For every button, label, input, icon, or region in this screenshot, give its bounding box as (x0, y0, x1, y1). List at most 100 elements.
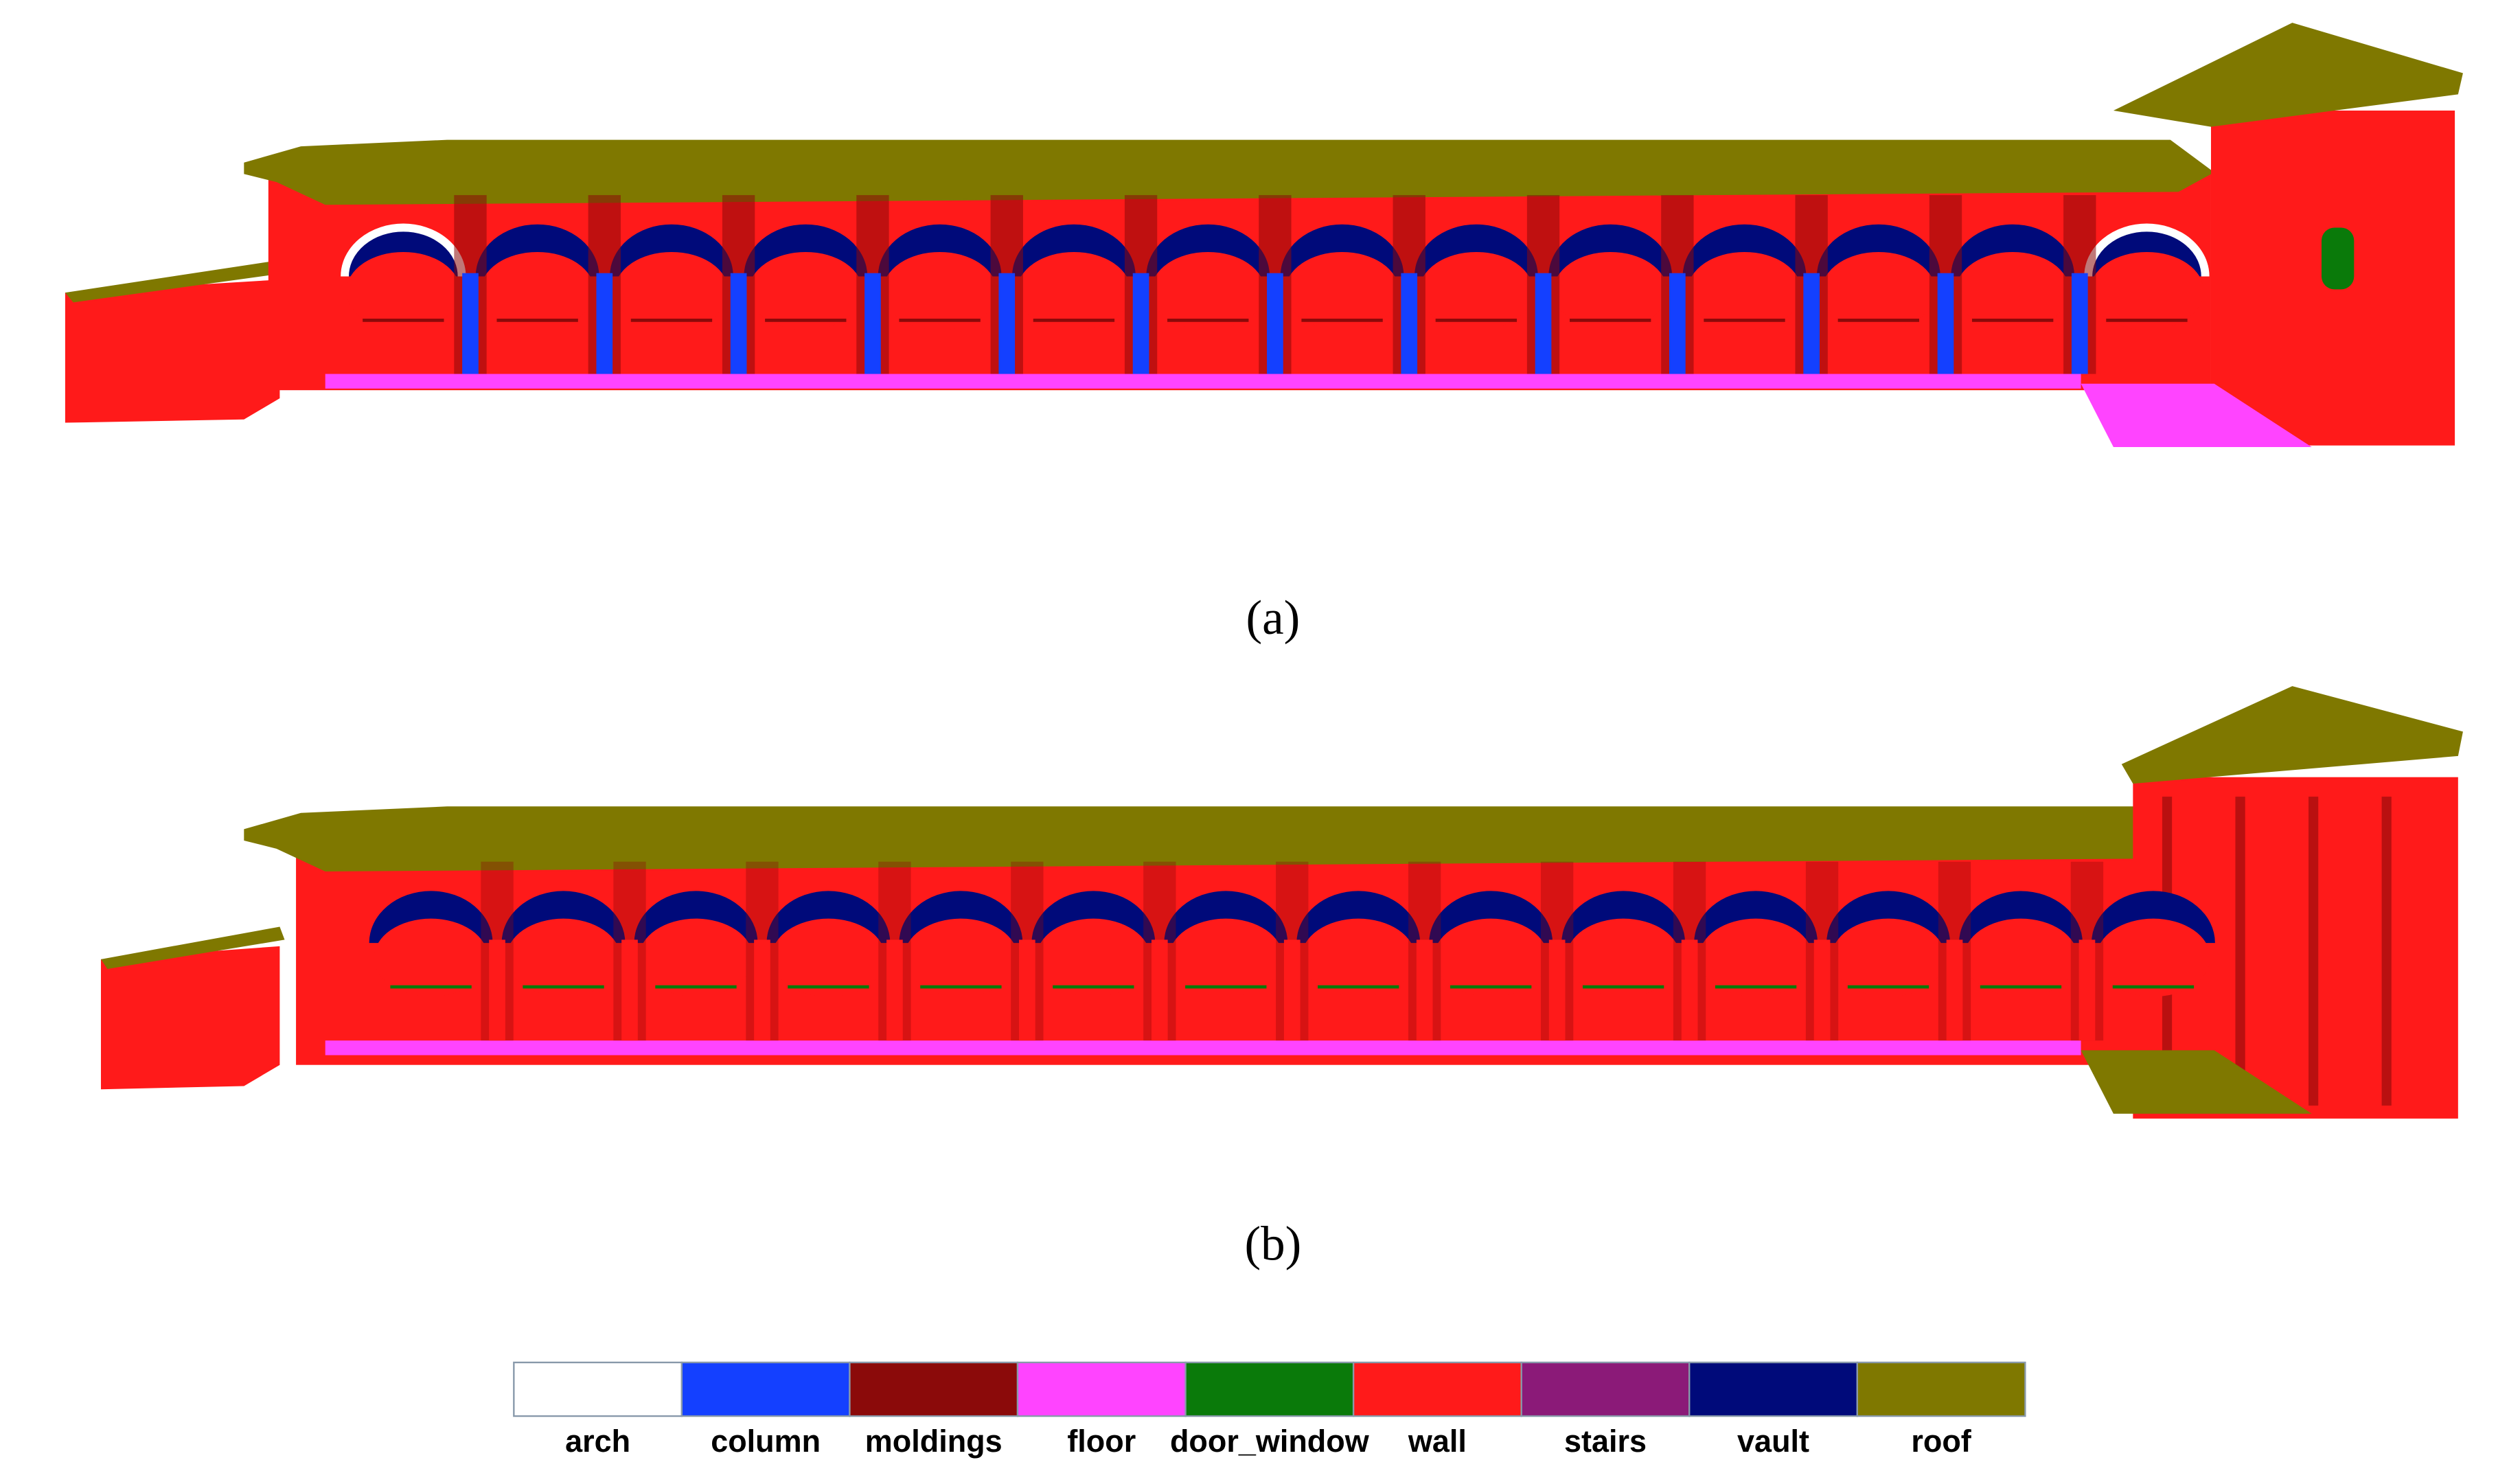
floor-strip (325, 374, 2081, 389)
molding-line (1582, 985, 1664, 989)
column (2071, 273, 2088, 374)
arch-opening (1036, 918, 1151, 997)
floor-strip (325, 1040, 2081, 1056)
column (489, 939, 505, 1041)
molding-line (1318, 985, 1399, 989)
legend: arch column moldings floor door_window wall st… (513, 1361, 2026, 1459)
arch-opening (480, 251, 595, 330)
molding-line (390, 985, 472, 989)
legend-swatch (1352, 1361, 1522, 1417)
legend-swatch (1856, 1361, 2026, 1417)
arch-opening (346, 251, 461, 330)
molding-line (1715, 985, 1797, 989)
legend-label: vault (1737, 1424, 1809, 1459)
legend-swatch (1520, 1361, 1691, 1417)
legend-label: wall (1408, 1424, 1467, 1459)
column (998, 273, 1016, 374)
molding-line (899, 319, 981, 322)
column (1132, 273, 1149, 374)
legend-label: floor (1067, 1424, 1136, 1459)
arch-opening (1017, 251, 1131, 330)
arch-opening (374, 918, 488, 997)
column (462, 273, 479, 374)
legend-label: stairs (1564, 1424, 1647, 1459)
molding-line (1435, 319, 1517, 322)
column (1669, 273, 1686, 374)
column (596, 273, 613, 374)
tower-roof (2113, 23, 2463, 127)
legend-swatch (513, 1361, 683, 1417)
legend-swatch (1016, 1361, 1187, 1417)
column (1267, 273, 1283, 374)
legend-swatch (849, 1361, 1019, 1417)
arch-opening (639, 918, 753, 997)
molding-line (1450, 985, 1532, 989)
arch-opening (1419, 251, 1533, 330)
molding-line (1185, 985, 1267, 989)
column (1681, 939, 1698, 1041)
arch-opening (2096, 918, 2210, 997)
column (1946, 939, 1963, 1041)
molding-line (1980, 985, 2062, 989)
molding-line (1570, 319, 1651, 322)
column (621, 939, 638, 1041)
panel-label: (a) (1246, 591, 1301, 645)
legend-label: moldings (865, 1424, 1003, 1459)
panel-label: (b) (1245, 1218, 1302, 1271)
molding-line (1847, 985, 1929, 989)
molding-line (1704, 319, 1785, 322)
tower-molding (2235, 797, 2245, 1106)
column (1803, 273, 1820, 374)
molding-line (1033, 319, 1115, 322)
column (1151, 939, 1168, 1041)
arch-opening (1831, 918, 1945, 997)
column (1813, 939, 1831, 1041)
wing-roof (65, 260, 285, 303)
column (2078, 939, 2096, 1041)
arch-opening (1566, 918, 1680, 997)
legend-label: arch (565, 1424, 630, 1459)
column (886, 939, 903, 1041)
molding-line (523, 985, 604, 989)
main-roof (244, 139, 2214, 205)
arch-opening (771, 918, 886, 997)
arch-opening (1553, 251, 1668, 330)
molding-line (630, 319, 713, 322)
arch-opening (882, 251, 997, 330)
column (1535, 273, 1552, 374)
legend-label: column (711, 1424, 821, 1459)
column (754, 939, 770, 1041)
arch-opening (748, 251, 863, 330)
molding-line (920, 985, 1002, 989)
arch-opening (615, 251, 729, 330)
molding-line (496, 319, 578, 322)
wing-wall (65, 280, 280, 423)
molding-line (1167, 319, 1249, 322)
molding-line (1837, 319, 1920, 322)
tower-door (2321, 227, 2355, 290)
wing-wall (100, 946, 280, 1090)
molding-line (1301, 319, 1383, 322)
arch-opening (1151, 251, 1265, 330)
arch-opening (1964, 918, 2078, 997)
molding-line (788, 985, 869, 989)
arch-opening (1956, 251, 2070, 330)
main-roof (244, 806, 2214, 871)
column (864, 273, 881, 374)
arch-opening (1821, 251, 1936, 330)
legend-swatch (1688, 1361, 1858, 1417)
column (1548, 939, 1566, 1041)
column (1401, 273, 1418, 374)
arch-opening (1301, 918, 1416, 997)
panel-b-render (100, 686, 2463, 1119)
column (1416, 939, 1433, 1041)
floor-ramp (2081, 1050, 2312, 1114)
column (1019, 939, 1035, 1041)
arch-opening (1285, 251, 1399, 330)
tower-molding (2381, 797, 2392, 1106)
molding-line (655, 985, 737, 989)
tower-roof (2121, 686, 2463, 784)
legend-label: roof (1911, 1424, 1971, 1459)
